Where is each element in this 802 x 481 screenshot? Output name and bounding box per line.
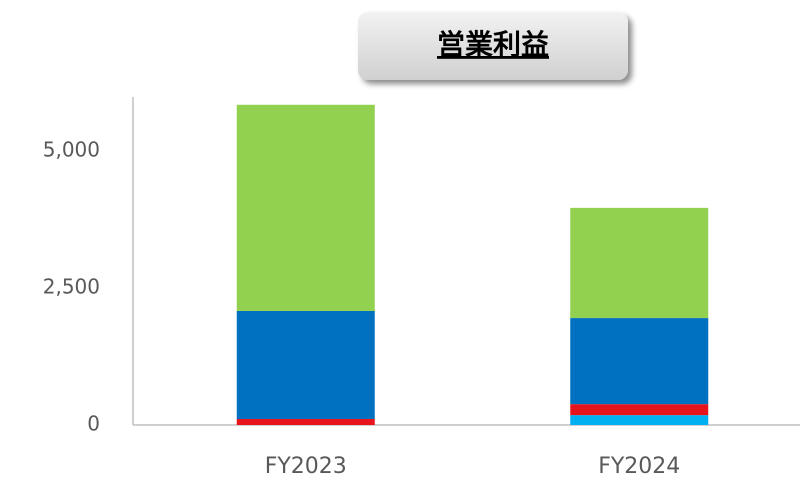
bar-segment bbox=[570, 415, 709, 425]
y-tick-label: 0 bbox=[87, 412, 100, 436]
y-tick-label: 5,000 bbox=[43, 137, 100, 161]
chart-title: 営業利益 bbox=[437, 28, 549, 61]
bar-segment bbox=[236, 418, 375, 425]
bar-segment bbox=[236, 310, 375, 419]
x-tick-label: FY2023 bbox=[265, 454, 347, 479]
bar-segment bbox=[570, 207, 709, 319]
x-tick-label: FY2024 bbox=[598, 454, 680, 479]
bar-segment bbox=[570, 404, 709, 416]
bar-segment bbox=[236, 104, 375, 311]
y-tick-label: 2,500 bbox=[43, 274, 100, 298]
bar-segment bbox=[570, 318, 709, 405]
title-box bbox=[358, 12, 628, 80]
